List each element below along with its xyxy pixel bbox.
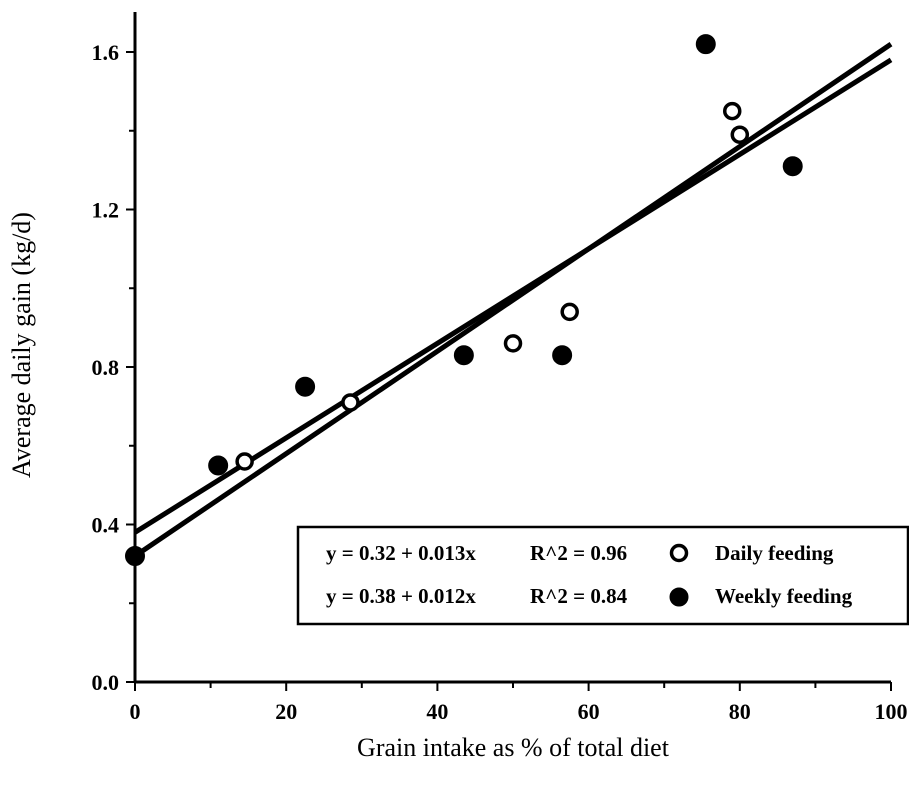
x-tick-label: 0	[130, 699, 141, 724]
data-point-daily	[235, 452, 254, 471]
data-point-daily	[341, 393, 360, 412]
legend-box	[296, 525, 909, 626]
x-tick-label: 60	[578, 699, 600, 724]
legend-marker-daily	[669, 543, 689, 563]
data-point-weekly	[453, 345, 474, 366]
y-tick-label: 1.6	[92, 40, 120, 65]
legend-r2-daily: R^2 = 0.96	[530, 541, 627, 565]
data-point-weekly	[552, 345, 573, 366]
data-point-weekly	[208, 455, 229, 476]
data-point-weekly	[782, 156, 803, 177]
legend-label-daily: Daily feeding	[715, 541, 834, 565]
data-point-weekly	[695, 34, 716, 55]
x-tick-label: 40	[426, 699, 448, 724]
legend: y = 0.32 + 0.013x R^2 = 0.96 Daily feedi…	[296, 525, 909, 626]
x-axis-title: Grain intake as % of total diet	[357, 733, 670, 762]
data-point-daily	[722, 101, 742, 121]
legend-equation-weekly: y = 0.38 + 0.012x	[326, 584, 476, 608]
x-tick-label: 20	[275, 699, 297, 724]
fit-lines	[133, 42, 893, 559]
y-tick-label: 0.8	[92, 355, 120, 380]
ticks: 0 20 40 60 80 100 0.0 0.4 0.8 1.2 1.6	[92, 40, 908, 724]
data-point-daily	[730, 125, 750, 144]
x-tick-label: 100	[875, 699, 908, 724]
data-point-weekly	[295, 376, 316, 397]
fit-line-daily	[133, 42, 893, 559]
y-tick-label: 1.2	[92, 198, 120, 223]
legend-equation-daily: y = 0.32 + 0.013x	[326, 541, 476, 565]
legend-label-weekly: Weekly feeding	[715, 584, 853, 608]
legend-r2-weekly: R^2 = 0.84	[530, 584, 628, 608]
y-axis-title: Average daily gain (kg/d)	[7, 212, 36, 478]
data-point-weekly	[125, 546, 145, 566]
fit-line-weekly	[133, 57, 893, 535]
y-tick-label: 0.0	[92, 670, 120, 695]
data-point-daily	[560, 302, 579, 322]
data-points	[125, 34, 803, 566]
data-point-daily	[503, 334, 523, 353]
y-tick-label: 0.4	[92, 513, 120, 538]
legend-marker-weekly	[669, 587, 689, 607]
x-tick-label: 80	[729, 699, 751, 724]
